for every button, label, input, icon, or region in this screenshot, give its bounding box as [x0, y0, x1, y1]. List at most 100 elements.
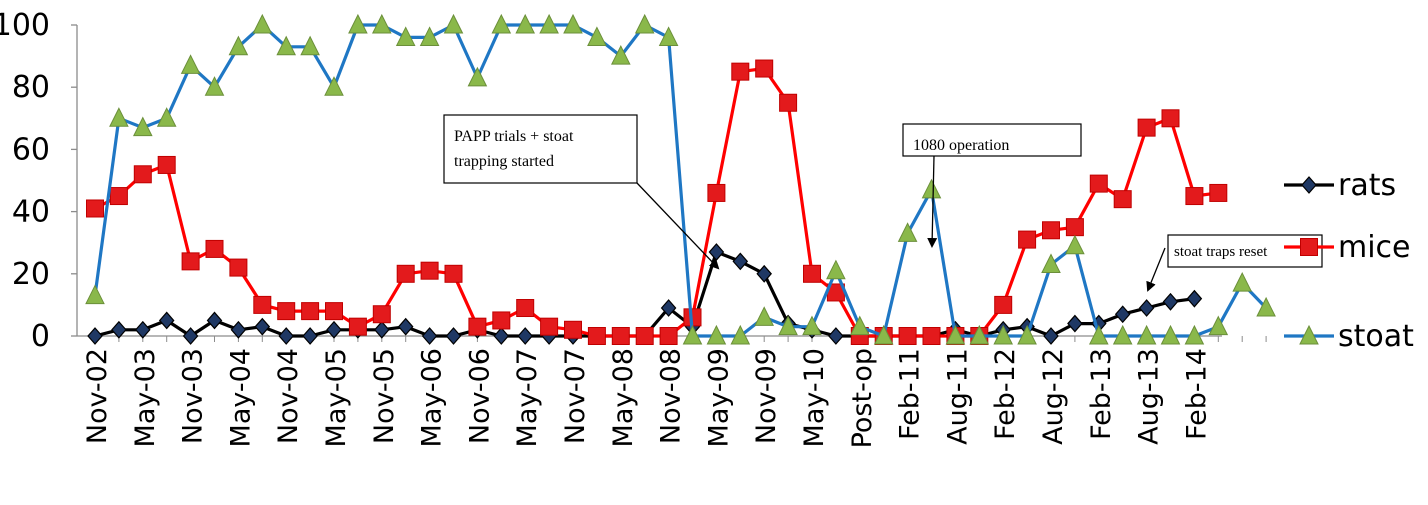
annotations: PAPP trials + stoat trapping started 1080 … [443, 114, 1323, 292]
point-stoat [1256, 296, 1276, 317]
point-mice [468, 317, 487, 336]
point-mice [1113, 190, 1132, 209]
point-stoat [348, 13, 368, 34]
annotation-text: PAPP trials + stoat [454, 128, 574, 145]
point-stoat [873, 324, 894, 345]
point-stoat [324, 76, 344, 96]
point-rats [111, 320, 127, 339]
point-rats [1043, 327, 1059, 345]
point-stoat [921, 178, 942, 199]
x-tick-label: Feb-12 [990, 348, 1021, 440]
x-tick-label: May-05 [321, 348, 352, 447]
point-stoat [634, 13, 655, 34]
point-stoat [658, 26, 679, 46]
point-rats [493, 327, 510, 345]
point-stoat [419, 26, 440, 46]
point-stoat [563, 13, 583, 34]
x-tick-label: Feb-14 [1181, 348, 1212, 440]
x-tick-label: May-04 [225, 348, 256, 447]
point-rats [302, 327, 318, 345]
y-tick-label: 80 [12, 70, 50, 105]
point-mice [516, 299, 535, 318]
point-rats [206, 311, 223, 330]
axes: 0 20 40 60 80 100 Nov-02 May-03 Nov-03 May-04 Nov-… [0, 8, 1267, 448]
point-stoat [754, 306, 775, 326]
x-tick-label: Nov-09 [751, 348, 782, 444]
point-rats [278, 327, 294, 345]
point-mice [372, 305, 391, 324]
x-tick-label: Nov-08 [656, 348, 687, 444]
point-rats [1162, 292, 1179, 311]
x-tick-label: May-03 [130, 348, 161, 447]
point-mice [420, 261, 439, 280]
legend-marker [1300, 238, 1318, 256]
x-tick-label: Feb-13 [1086, 348, 1117, 440]
point-mice [229, 258, 248, 277]
point-mice [994, 295, 1013, 314]
point-rats [135, 320, 151, 339]
point-stoat [1184, 324, 1205, 345]
annotation-arrow [927, 155, 938, 248]
point-rats [374, 320, 390, 339]
point-rats [1186, 289, 1203, 308]
point-stoat [730, 324, 751, 345]
point-stoat [132, 116, 153, 137]
series-stoat [85, 13, 1276, 345]
x-tick-label: Nov-06 [464, 348, 495, 444]
annotation-box [443, 114, 638, 184]
point-mice [587, 327, 606, 345]
point-stoat [587, 26, 607, 46]
point-stoat [252, 13, 273, 34]
point-mice [157, 155, 176, 174]
point-mice [348, 317, 367, 336]
annotation-box [902, 123, 1082, 157]
point-stoat [1112, 324, 1133, 345]
legend-item-rats: rats [1284, 168, 1396, 203]
point-rats [756, 264, 772, 283]
x-tick-label: Aug-13 [1134, 348, 1165, 445]
point-rats [158, 311, 175, 330]
series-mice [86, 59, 1228, 345]
x-tick-label: Aug-12 [1038, 348, 1069, 445]
point-mice [181, 252, 200, 271]
x-tick-label: Nov-02 [82, 348, 113, 444]
point-mice [755, 59, 774, 78]
point-mice [611, 327, 630, 345]
point-mice [707, 183, 726, 202]
annotation-arrow [1146, 247, 1166, 292]
point-stoat [156, 107, 177, 127]
point-stoat [706, 324, 727, 345]
point-stoat [467, 66, 488, 87]
point-mice [396, 264, 415, 283]
point-stoat [682, 324, 703, 345]
point-mice [1042, 221, 1060, 240]
point-stoat [945, 324, 966, 345]
point-rats [828, 327, 844, 345]
point-stoat [969, 324, 990, 345]
point-mice [803, 264, 821, 283]
point-mice [779, 93, 798, 112]
point-rats [1138, 299, 1155, 317]
y-tick-label: 60 [12, 132, 50, 167]
x-tick-label: Feb-11 [895, 348, 926, 440]
y-tick-label: 100 [0, 8, 50, 43]
point-mice [133, 165, 152, 184]
point-stoat [826, 259, 846, 280]
annotation-box [1167, 234, 1323, 268]
point-stoat [85, 284, 105, 305]
annotation-text: 1080 operation [913, 137, 1009, 154]
point-stoat [443, 13, 464, 34]
x-tick-label: Nov-05 [369, 348, 400, 444]
point-mice [253, 295, 272, 314]
point-stoat [1232, 272, 1253, 292]
point-rats [182, 327, 199, 345]
x-tick-label: May-07 [512, 348, 543, 447]
point-rats [732, 252, 749, 271]
legend-marker [1299, 324, 1319, 345]
point-rats [254, 317, 271, 336]
y-tick-label: 40 [12, 195, 50, 230]
point-stoat [395, 26, 416, 46]
point-stoat [778, 315, 798, 336]
point-stoat [897, 222, 918, 242]
legend: rats mice stoat [1284, 168, 1414, 354]
